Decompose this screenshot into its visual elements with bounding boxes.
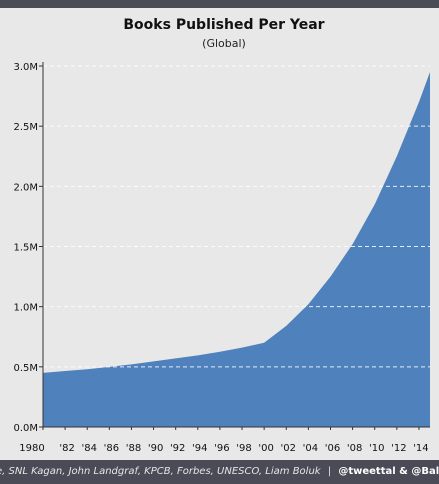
- x-tick-label: '96: [214, 443, 229, 454]
- y-tick-label: 1.0M: [13, 303, 38, 314]
- top-bar: [0, 0, 439, 8]
- x-tick-label: '04: [303, 443, 318, 454]
- y-tick-label: 2.5M: [13, 122, 38, 133]
- y-tick-label: 0.0M: [13, 423, 38, 434]
- plot-area: 0.0M 0.5M 1.0M 1.5M 2.0M 2.5M 3.0M 1980 '82 '84 '8…: [13, 62, 430, 454]
- x-tick-label: '10: [369, 443, 384, 454]
- y-tick-label: 0.5M: [13, 363, 38, 374]
- x-tick-label: '92: [170, 443, 185, 454]
- x-tick-label: 1980: [19, 443, 44, 454]
- y-tick-label: 2.0M: [13, 182, 38, 193]
- x-tick-label: '94: [192, 443, 207, 454]
- x-tick-label: '90: [148, 443, 163, 454]
- x-tick-label: '14: [413, 443, 428, 454]
- area-series-0: [43, 72, 430, 428]
- chart-subtitle: (Global): [202, 37, 246, 50]
- x-tick-label: '82: [59, 443, 74, 454]
- footer-handles: @tweettal & @BallMatthew: [338, 466, 439, 477]
- x-tick-label: '00: [258, 443, 273, 454]
- chart-title: Books Published Per Year: [123, 17, 324, 33]
- x-tick-label: '12: [391, 443, 406, 454]
- y-tick-label: 3.0M: [13, 62, 38, 73]
- x-tick-label: '08: [347, 443, 362, 454]
- footer-sources: e, SNL Kagan, John Landgraf, KPCB, Forbe…: [0, 466, 321, 477]
- footer-separator: |: [327, 466, 332, 477]
- chart: Books Published Per Year (Global) 0.0M0.…: [13, 17, 430, 454]
- x-tick-label: '86: [104, 443, 119, 454]
- x-tick-label: '88: [126, 443, 141, 454]
- footer-bar: e, SNL Kagan, John Landgraf, KPCB, Forbe…: [0, 460, 439, 484]
- x-tick-label: '02: [281, 443, 296, 454]
- x-tick-label: '84: [81, 443, 96, 454]
- x-tick-label: '06: [325, 443, 340, 454]
- y-tick-label: 1.5M: [13, 243, 38, 254]
- x-tick-label: '98: [236, 443, 251, 454]
